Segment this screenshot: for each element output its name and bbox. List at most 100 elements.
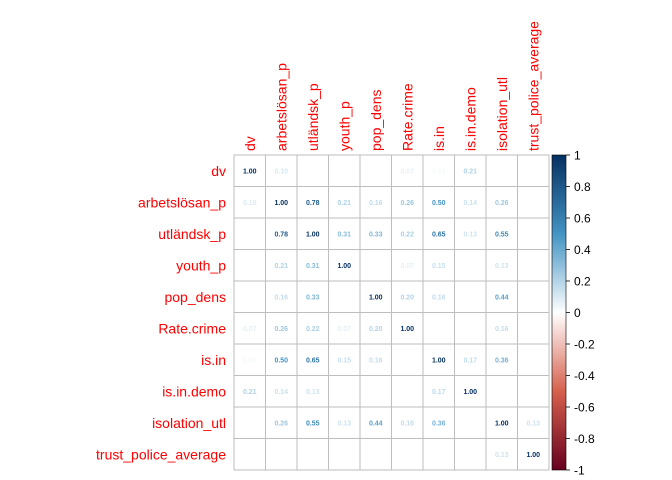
cell-is.in-is.in [422, 343, 455, 376]
cell-value-Rate.crime-isolation_utl: 0.16 [495, 326, 509, 333]
cell-is.in.demo-trust_police_average [517, 375, 550, 408]
cell-value-trust_police_average-isolation_utl: 0.13 [495, 452, 509, 459]
cell-value-isolation_utl-dv: 0.00 [243, 420, 257, 427]
cell-value-utländsk_p-arbetslösan_p: 0.78 [274, 231, 288, 238]
cell-value-youth_p-isolation_utl: 0.13 [495, 263, 509, 270]
cell-value-utländsk_p-is.in: 0.65 [432, 231, 446, 238]
cell-value-arbetslösan_p-Rate.crime: 0.26 [400, 200, 414, 207]
cell-value-dv-is.in.demo: 0.21 [463, 168, 477, 175]
row-labels: dv arbetslösan_p utländsk_p youth_p pop_dens… [96, 163, 226, 463]
cell-isolation_utl-pop_dens [359, 406, 392, 439]
cell-value-pop_dens-pop_dens: 1.00 [369, 294, 383, 301]
cell-is.in-dv [233, 343, 266, 376]
cell-value-dv-isolation_utl: 0.00 [495, 168, 509, 175]
cell-pop_dens-is.in [422, 280, 455, 313]
cell-value-arbetslösan_p-pop_dens: 0.16 [369, 200, 383, 207]
cell-value-youth_p-is.in: 0.15 [432, 263, 446, 270]
cell-value-Rate.crime-dv: 0.07 [243, 326, 257, 333]
cell-dv-arbetslösan_p [265, 154, 298, 187]
row-label-Rate.crime: Rate.crime [158, 320, 226, 336]
cell-trust_police_average-youth_p [328, 438, 361, 471]
cell-value-utländsk_p-dv: 0.00 [243, 231, 257, 238]
cell-value-isolation_utl-utländsk_p: 0.55 [306, 420, 320, 427]
cell-isolation_utl-isolation_utl [485, 406, 518, 439]
cell-value-isolation_utl-is.in.demo: 0.00 [463, 420, 477, 427]
cell-is.in-youth_p [328, 343, 361, 376]
cell-value-trust_police_average-is.in: 0.00 [432, 452, 446, 459]
row-label-arbetslösan_p: arbetslösan_p [138, 194, 226, 210]
correlation-cells: 1.00 0.10 0.00 0.00 0.00 0.07 0.03 0.21 0.00 0.00… [233, 154, 550, 471]
cell-dv-dv [233, 154, 266, 187]
cell-value-dv-arbetslösan_p: 0.10 [274, 168, 288, 175]
cell-arbetslösan_p-isolation_utl [485, 186, 518, 219]
colorbar-tick-label: -1 [574, 464, 585, 478]
column-label-Rate.crime: Rate.crime [399, 83, 415, 151]
cell-arbetslösan_p-arbetslösan_p [265, 186, 298, 219]
row-label-dv: dv [211, 163, 226, 179]
cell-pop_dens-isolation_utl [485, 280, 518, 313]
cell-is.in.demo-Rate.crime [391, 375, 424, 408]
column-label-utländsk_p: utländsk_p [305, 83, 321, 151]
cell-value-is.in.demo-youth_p: 0.00 [337, 389, 351, 396]
column-label-arbetslösan_p: arbetslösan_p [273, 63, 289, 151]
cell-utländsk_p-dv [233, 217, 266, 250]
cell-value-is.in.demo-trust_police_average: 0.00 [526, 389, 540, 396]
cell-trust_police_average-arbetslösan_p [265, 438, 298, 471]
cell-value-trust_police_average-is.in.demo: 0.00 [463, 452, 477, 459]
column-label-is.in: is.in [431, 126, 447, 151]
cell-value-Rate.crime-is.in.demo: 0.00 [463, 326, 477, 333]
column-label-dv: dv [242, 136, 258, 151]
cell-value-pop_dens-is.in: 0.16 [432, 294, 446, 301]
cell-value-is.in-Rate.crime: 0.00 [400, 357, 414, 364]
cell-is.in-Rate.crime [391, 343, 424, 376]
colorbar: 1 0.8 0.6 0.4 0.2 0 -0.2 -0.4 -0.6 -0.8 -1 [551, 149, 595, 478]
cell-value-youth_p-utländsk_p: 0.31 [306, 263, 320, 270]
row-label-utländsk_p: utländsk_p [158, 226, 226, 242]
row-label-youth_p: youth_p [176, 257, 226, 273]
cell-Rate.crime-pop_dens [359, 312, 392, 345]
cell-pop_dens-is.in.demo [454, 280, 487, 313]
cell-Rate.crime-isolation_utl [485, 312, 518, 345]
cell-Rate.crime-Rate.crime [391, 312, 424, 345]
cell-value-is.in.demo-dv: 0.21 [243, 389, 257, 396]
cell-value-youth_p-arbetslösan_p: 0.21 [274, 263, 288, 270]
cell-value-isolation_utl-Rate.crime: 0.16 [400, 420, 414, 427]
column-label-trust_police_average: trust_police_average [525, 21, 541, 151]
column-label-is.in.demo: is.in.demo [462, 87, 478, 151]
cell-utländsk_p-utländsk_p [296, 217, 329, 250]
cell-value-youth_p-trust_police_average: 0.00 [526, 263, 540, 270]
cell-trust_police_average-is.in.demo [454, 438, 487, 471]
row-label-is.in.demo: is.in.demo [162, 383, 226, 399]
cell-dv-Rate.crime [391, 154, 424, 187]
cell-value-dv-utländsk_p: 0.00 [306, 168, 320, 175]
cell-value-isolation_utl-arbetslösan_p: 0.26 [274, 420, 288, 427]
cell-value-utländsk_p-utländsk_p: 1.00 [306, 231, 320, 238]
colorbar-tick-label: 0.8 [574, 180, 591, 194]
cell-value-utländsk_p-is.in.demo: 0.13 [463, 231, 477, 238]
cell-youth_p-dv [233, 249, 266, 282]
cell-is.in.demo-utländsk_p [296, 375, 329, 408]
colorbar-tick-label: -0.4 [574, 369, 595, 383]
cell-arbetslösan_p-trust_police_average [517, 186, 550, 219]
cell-value-pop_dens-trust_police_average: 0.00 [526, 294, 540, 301]
cell-utländsk_p-arbetslösan_p [265, 217, 298, 250]
row-label-trust_police_average: trust_police_average [96, 446, 226, 462]
cell-value-is.in-pop_dens: 0.16 [369, 357, 383, 364]
cell-is.in-isolation_utl [485, 343, 518, 376]
cell-value-dv-dv: 1.00 [243, 168, 257, 175]
cell-value-pop_dens-isolation_utl: 0.44 [495, 294, 509, 301]
colorbar-tick-label: 1 [574, 149, 581, 163]
cell-value-is.in-utländsk_p: 0.65 [306, 357, 320, 364]
cell-isolation_utl-trust_police_average [517, 406, 550, 439]
cell-value-is.in-youth_p: 0.15 [337, 357, 351, 364]
cell-is.in.demo-pop_dens [359, 375, 392, 408]
cell-isolation_utl-arbetslösan_p [265, 406, 298, 439]
cell-value-is.in-arbetslösan_p: 0.50 [274, 357, 288, 364]
cell-is.in-trust_police_average [517, 343, 550, 376]
cell-value-arbetslösan_p-arbetslösan_p: 1.00 [274, 200, 288, 207]
cell-value-is.in-isolation_utl: 0.36 [495, 357, 509, 364]
cell-pop_dens-Rate.crime [391, 280, 424, 313]
cell-value-isolation_utl-isolation_utl: 1.00 [495, 420, 509, 427]
colorbar-tick-label: 0 [574, 306, 581, 320]
cell-arbetslösan_p-is.in [422, 186, 455, 219]
